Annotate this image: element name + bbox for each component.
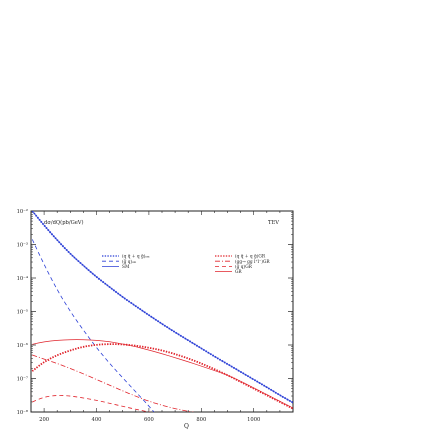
corner-label: TEV bbox=[268, 220, 279, 226]
y-tick-label: 10⁻⁴ bbox=[17, 276, 28, 282]
frame-label: dσ/dQ(pb/GeV) bbox=[44, 219, 84, 226]
y-tick-label: 10⁻⁸ bbox=[17, 410, 28, 416]
series-line-6 bbox=[32, 340, 293, 408]
series-line-1 bbox=[32, 239, 156, 415]
y-tick-label: 10⁻⁵ bbox=[17, 310, 28, 316]
y-tick-label: 10⁻⁷ bbox=[17, 377, 28, 383]
legend-label-4: (gg→ gg l⁺l⁻)GR bbox=[235, 259, 270, 265]
plot-frame bbox=[31, 211, 293, 412]
y-tick-label: 10⁻⁶ bbox=[17, 343, 28, 349]
x-tick-label: 200 bbox=[39, 417, 49, 423]
legend-label-6: GR bbox=[235, 270, 242, 275]
y-tick-label: 10⁻³ bbox=[17, 243, 28, 249]
series-line-4 bbox=[32, 355, 209, 415]
x-axis-label: Q bbox=[184, 423, 189, 430]
y-tick-label: 10⁻² bbox=[17, 209, 28, 215]
series-line-0 bbox=[32, 211, 293, 403]
x-tick-label: 1000 bbox=[247, 417, 260, 423]
series-line-2 bbox=[32, 211, 293, 403]
x-tick-label: 600 bbox=[144, 417, 154, 423]
legend-label-2: SM bbox=[122, 265, 130, 270]
curve-layer bbox=[32, 211, 293, 415]
x-tick-label: 800 bbox=[196, 417, 206, 423]
x-tick-label: 400 bbox=[92, 417, 102, 423]
